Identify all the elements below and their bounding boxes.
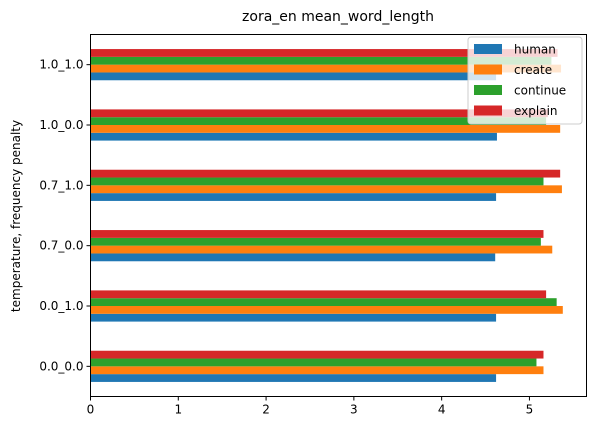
- y-tick-label: 0.0_0.0: [39, 359, 83, 373]
- y-axis-label: temperature, frequency penalty: [9, 120, 23, 312]
- bar-explain-1.0_1.0: [90, 49, 558, 57]
- y-tick-label: 0.7_0.0: [39, 239, 83, 253]
- bar-create-0.0_1.0: [90, 306, 563, 314]
- legend-swatch-human: [474, 44, 502, 54]
- legend-swatch-explain: [474, 105, 502, 116]
- x-tick-label: 0: [87, 403, 95, 417]
- bar-human-0.0_0.0: [90, 374, 497, 382]
- legend-box: [467, 36, 583, 125]
- legend-swatch-continue: [474, 85, 502, 95]
- y-tick-label: 1.0_1.0: [39, 58, 83, 72]
- bar-continue-0.7_0.0: [90, 237, 541, 246]
- chart-title: zora_en mean_word_length: [242, 9, 434, 25]
- x-tick-label: 1: [174, 403, 182, 417]
- legend-label-continue: continue: [514, 84, 566, 98]
- bar-human-1.0_1.0: [90, 72, 497, 81]
- bar-human-0.7_1.0: [90, 193, 497, 201]
- y-tick-label: 0.0_1.0: [39, 299, 83, 313]
- x-tick-label: 2: [262, 403, 270, 417]
- x-tick-label: 4: [438, 403, 446, 417]
- bar-create-0.0_0.0: [90, 366, 544, 375]
- legend-swatch-create: [474, 64, 502, 75]
- bars-group: [90, 49, 563, 382]
- bar-create-0.7_0.0: [90, 245, 553, 254]
- bar-explain-0.7_0.0: [90, 230, 544, 238]
- bar-continue-0.0_1.0: [90, 298, 557, 306]
- bar-continue-1.0_1.0: [90, 56, 552, 65]
- bar-human-0.0_1.0: [90, 313, 497, 322]
- y-tick-label: 0.7_1.0: [39, 178, 83, 192]
- bar-continue-0.7_1.0: [90, 177, 544, 186]
- plot-frame: [90, 34, 587, 397]
- x-ticks: 0 1 2 3 4 5: [87, 396, 534, 417]
- y-ticks: 0.0_0.0 0.0_1.0 0.7_0.0 0.7_1.0 1.0_0.0 1.0_1…: [39, 58, 91, 373]
- bar-continue-0.0_0.0: [90, 358, 537, 367]
- bar-explain-0.0_0.0: [90, 350, 544, 359]
- legend-label-create: create: [514, 63, 552, 77]
- bar-human-1.0_0.0: [90, 132, 497, 141]
- x-tick-label: 3: [350, 403, 358, 417]
- bar-human-0.7_0.0: [90, 253, 496, 262]
- legend-label-explain: explain: [514, 104, 558, 118]
- bar-explain-0.0_1.0: [90, 290, 547, 299]
- legend: human create continue explain: [467, 36, 583, 125]
- bar-create-0.7_1.0: [90, 185, 562, 194]
- bar-continue-1.0_0.0: [90, 117, 547, 125]
- legend-label-human: human: [514, 43, 556, 57]
- bar-explain-1.0_0.0: [90, 109, 548, 118]
- bar-create-1.0_0.0: [90, 125, 561, 133]
- x-tick-label: 5: [526, 403, 534, 417]
- bar-explain-0.7_1.0: [90, 169, 561, 178]
- y-tick-label: 1.0_0.0: [39, 118, 83, 132]
- bar-create-1.0_1.0: [90, 64, 562, 73]
